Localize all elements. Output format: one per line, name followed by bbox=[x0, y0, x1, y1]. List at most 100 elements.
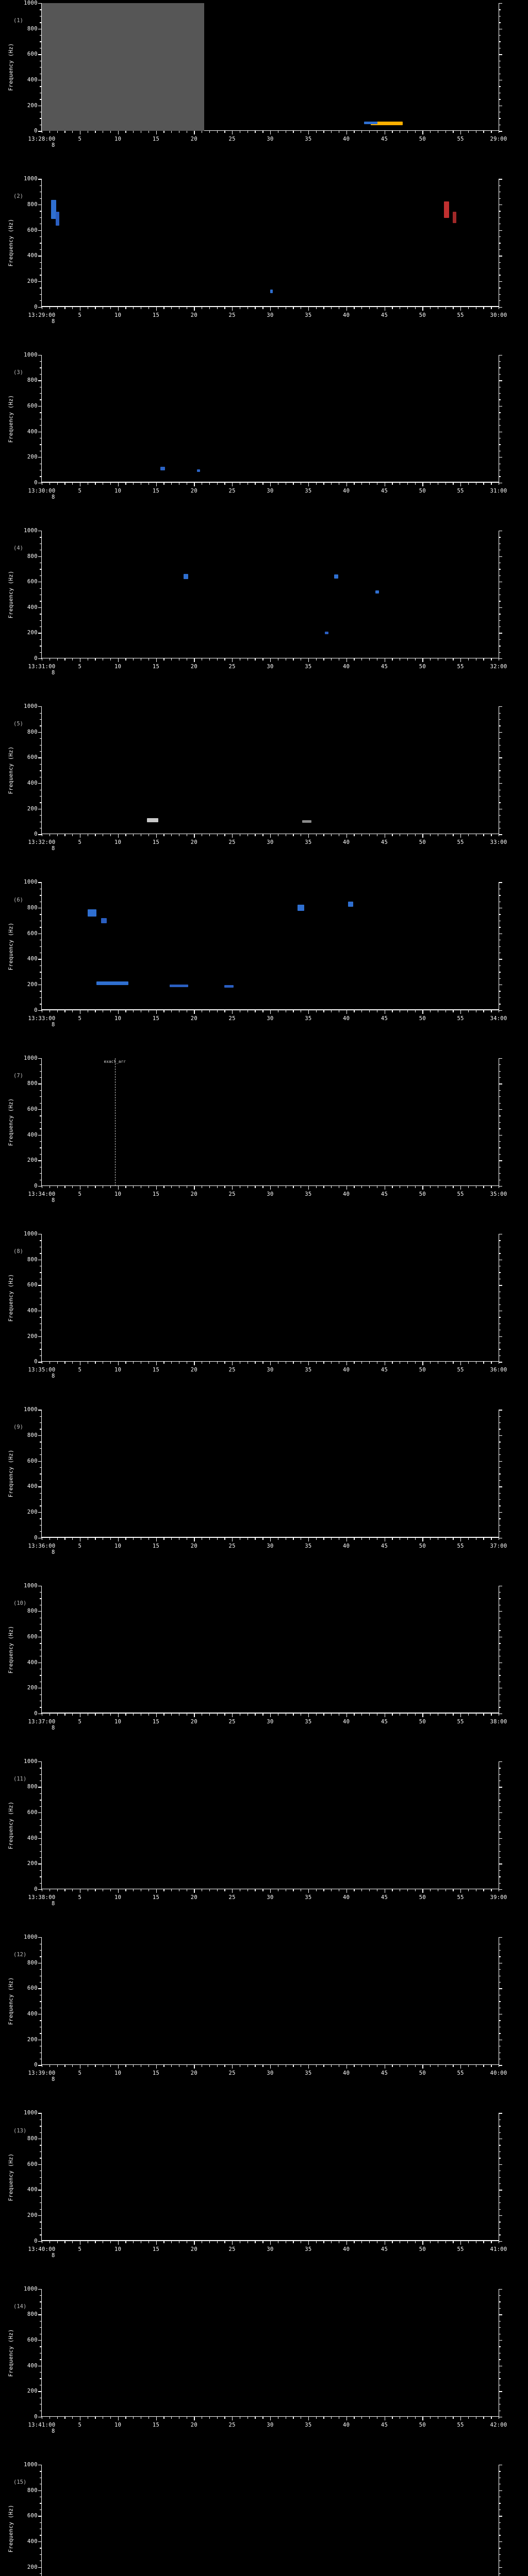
x-tick bbox=[171, 1713, 172, 1716]
y-tick bbox=[40, 2522, 42, 2523]
y-tick-label: 200 bbox=[27, 454, 38, 461]
y-tick-label: 0 bbox=[34, 1007, 38, 1013]
x-tick-label: 5 bbox=[78, 487, 82, 494]
y-tick bbox=[40, 1272, 42, 1273]
x-tick bbox=[316, 131, 317, 133]
x-tick bbox=[316, 1010, 317, 1012]
y-tick bbox=[40, 2554, 42, 2555]
spectrogram-panel: Frequency (Hz)(15)0200400600800100051015… bbox=[0, 2461, 528, 2576]
x-tick bbox=[64, 482, 65, 485]
y-tick-right bbox=[499, 2359, 501, 2360]
x-tick bbox=[156, 1362, 157, 1366]
y-tick-right bbox=[499, 1185, 502, 1187]
x-tick bbox=[407, 2416, 408, 2419]
x-axis-start-time-label: 13:35:00 bbox=[28, 1367, 56, 1374]
x-tick bbox=[148, 2065, 150, 2067]
y-tick-right bbox=[499, 1096, 501, 1097]
y-tick-right bbox=[499, 997, 501, 998]
y-tick bbox=[40, 2295, 42, 2296]
x-tick-label: 40 bbox=[343, 1015, 350, 1022]
y-tick-label: 200 bbox=[27, 2388, 38, 2395]
x-tick-label: 55 bbox=[457, 1543, 464, 1549]
y-tick-right bbox=[499, 2541, 502, 2543]
y-tick-right bbox=[499, 2209, 501, 2210]
y-tick bbox=[40, 802, 42, 803]
x-tick bbox=[209, 1537, 210, 1540]
panel-index-label: (3) bbox=[13, 369, 23, 376]
x-tick bbox=[133, 131, 134, 133]
x-axis-end-time-label: 37:00 bbox=[490, 1543, 507, 1549]
x-tick bbox=[415, 1010, 416, 1012]
y-tick-right bbox=[499, 374, 501, 375]
y-tick bbox=[40, 978, 42, 979]
y-tick-right bbox=[499, 1422, 501, 1423]
y-tick-label: 400 bbox=[27, 2011, 38, 2018]
x-tick-label: 25 bbox=[228, 839, 236, 846]
y-tick bbox=[38, 1889, 42, 1890]
x-axis-start-date-label: 8 bbox=[51, 1373, 55, 1380]
y-tick bbox=[40, 1422, 42, 1423]
x-tick bbox=[407, 1537, 408, 1540]
x-tick bbox=[308, 1185, 309, 1190]
y-tick bbox=[40, 249, 42, 250]
y-tick bbox=[40, 2346, 42, 2347]
y-tick-right bbox=[499, 815, 501, 816]
y-tick bbox=[40, 198, 42, 199]
x-tick bbox=[316, 1713, 317, 1716]
x-tick bbox=[118, 834, 119, 838]
x-tick-label: 45 bbox=[381, 1191, 388, 1197]
x-tick-label: 40 bbox=[343, 312, 350, 318]
x-tick-label: 10 bbox=[114, 1191, 122, 1197]
x-tick bbox=[331, 1889, 332, 1892]
x-tick-label: 5 bbox=[78, 1367, 82, 1374]
x-axis-end-time-label: 38:00 bbox=[490, 1718, 507, 1725]
x-tick-label: 45 bbox=[381, 664, 388, 670]
x-tick bbox=[369, 834, 370, 837]
x-tick bbox=[110, 2065, 111, 2067]
y-tick bbox=[40, 713, 42, 714]
y-tick bbox=[40, 1950, 42, 1951]
y-tick bbox=[40, 1128, 42, 1129]
y-tick bbox=[40, 1473, 42, 1475]
y-tick-label: 1000 bbox=[24, 1758, 38, 1765]
x-tick-label: 50 bbox=[419, 312, 426, 318]
y-tick bbox=[38, 1435, 42, 1436]
y-tick bbox=[38, 1010, 42, 1011]
x-tick bbox=[110, 1889, 111, 1892]
y-tick bbox=[40, 41, 42, 42]
y-tick bbox=[38, 2215, 42, 2216]
x-tick-label: 10 bbox=[114, 136, 122, 143]
y-tick bbox=[40, 2177, 42, 2178]
y-tick-right bbox=[499, 86, 501, 87]
x-tick bbox=[171, 1889, 172, 1892]
data-layer bbox=[42, 3, 499, 131]
y-axis-title-label: Frequency (Hz) bbox=[8, 746, 14, 794]
panel-index-label: (2) bbox=[13, 193, 23, 200]
signal-trace bbox=[51, 200, 57, 219]
x-tick bbox=[64, 2416, 65, 2419]
y-tick-right bbox=[499, 751, 501, 752]
x-tick bbox=[460, 1010, 461, 1014]
x-tick bbox=[483, 1713, 484, 1716]
x-tick-label: 10 bbox=[114, 1015, 122, 1022]
x-tick bbox=[64, 1362, 65, 1364]
x-tick bbox=[407, 131, 408, 133]
y-tick bbox=[40, 2228, 42, 2229]
x-tick bbox=[133, 1537, 134, 1540]
y-axis-title-label: Frequency (Hz) bbox=[8, 1977, 14, 2025]
y-tick-right bbox=[499, 425, 501, 426]
y-tick-right bbox=[499, 1467, 501, 1468]
x-tick-label: 5 bbox=[78, 2246, 82, 2252]
y-tick-label: 1000 bbox=[24, 1582, 38, 1589]
y-tick bbox=[38, 1058, 42, 1059]
y-tick-right bbox=[499, 1115, 501, 1116]
spectrogram-panel: Frequency (Hz) (11) 0 200 400 600 800 1000 5 10 15… bbox=[0, 1758, 528, 1935]
y-tick-label: 1000 bbox=[24, 1934, 38, 1941]
x-tick bbox=[323, 834, 324, 837]
y-tick bbox=[38, 3, 42, 4]
x-tick bbox=[483, 1010, 484, 1012]
y-tick-right bbox=[499, 268, 501, 269]
x-tick-label: 5 bbox=[78, 2421, 82, 2428]
x-axis-line bbox=[41, 1185, 500, 1186]
y-tick-right bbox=[499, 230, 502, 231]
